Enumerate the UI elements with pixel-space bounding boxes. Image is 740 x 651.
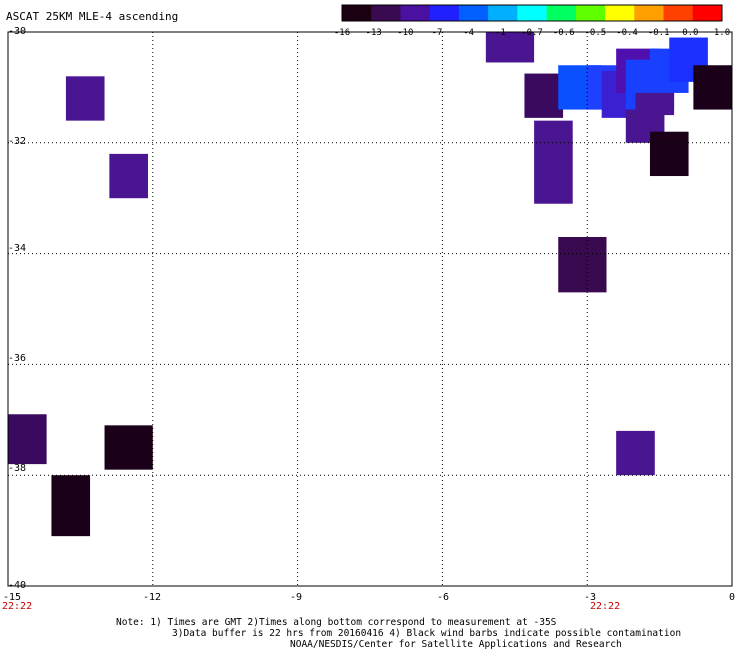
colorbar-segment: [605, 5, 635, 21]
wind-cells: [8, 32, 732, 537]
wind-cell: [109, 153, 148, 199]
plot-frame: [7, 31, 733, 587]
colorbar-border: [341, 4, 723, 22]
colorbar-segment: [458, 5, 489, 21]
colorbar-segment: [575, 5, 606, 21]
colorbar-tick-label: -7: [431, 28, 443, 38]
colorbar-tick-label: 1.0: [713, 28, 731, 38]
colorbar-tick-label: 0.0: [682, 28, 699, 38]
colorbar-segment: [692, 5, 723, 21]
wind-cell: [558, 236, 607, 293]
map-title: ASCAT 25KM MLE-4 ascending: [6, 10, 179, 23]
colorbar-segment: [517, 5, 548, 21]
colorbar-segment: [371, 5, 401, 21]
colorbar-tick-label: -4: [463, 28, 475, 38]
colorbar-segment: [634, 5, 665, 21]
wind-cell: [693, 65, 732, 110]
colorbar-tick-label: -0.6: [552, 28, 575, 38]
note-line-2: 3)Data buffer is 22 hrs from 20160416 4)…: [172, 628, 682, 639]
wind-cell: [485, 32, 535, 63]
colorbar-tick-label: -0.7: [521, 28, 543, 38]
note-line-1: Note: 1) Times are GMT 2)Times along bot…: [116, 617, 557, 628]
colorbar-segment: [429, 5, 460, 21]
colorbar-tick-label: -0.5: [584, 28, 607, 38]
wind-cell: [65, 76, 105, 121]
colorbar-tick-label: -0.1: [647, 28, 670, 38]
colorbar: [341, 4, 723, 22]
x-label-6: -6: [436, 592, 450, 603]
x-label-9: -9: [289, 592, 303, 603]
colorbar-segment: [546, 5, 577, 21]
colorbar-tick-label: -16: [333, 28, 351, 38]
y-label-32: -32: [8, 136, 27, 147]
y-label-30: -30: [8, 26, 27, 37]
colorbar-tick-label: -13: [365, 28, 382, 38]
y-label-38: -38: [8, 463, 27, 474]
colorbar-tick-label: -10: [397, 28, 414, 38]
wind-cell: [524, 73, 564, 118]
y-label-36: -36: [8, 353, 27, 364]
colorbar-segment: [488, 5, 518, 21]
time-label-left: 22:22: [2, 601, 33, 612]
time-label-right: 22:22: [590, 601, 621, 612]
wind-cell: [104, 425, 153, 470]
note-line-3: NOAA/NESDIS/Center for Satellite Applica…: [290, 639, 622, 650]
colorbar-tick-label: -0.4: [616, 28, 638, 38]
wind-cell: [635, 92, 675, 116]
y-label-34: -34: [8, 243, 27, 254]
x-label-15: -15: [2, 592, 22, 603]
grid-lines: [8, 32, 732, 586]
colorbar-segment: [342, 5, 372, 21]
colorbar-tick-label: -1: [494, 28, 506, 38]
x-label-3: -3: [583, 592, 597, 603]
y-label-40: -40: [8, 580, 27, 591]
x-label-0: 0: [728, 592, 736, 603]
wind-cell: [534, 120, 573, 204]
wind-cell: [51, 475, 91, 537]
wind-cell: [616, 430, 655, 476]
colorbar-segment: [663, 5, 694, 21]
colorbar-segment: [400, 5, 431, 21]
x-label-12: -12: [142, 592, 162, 603]
wind-cell: [8, 414, 47, 465]
wind-cell: [649, 131, 689, 177]
